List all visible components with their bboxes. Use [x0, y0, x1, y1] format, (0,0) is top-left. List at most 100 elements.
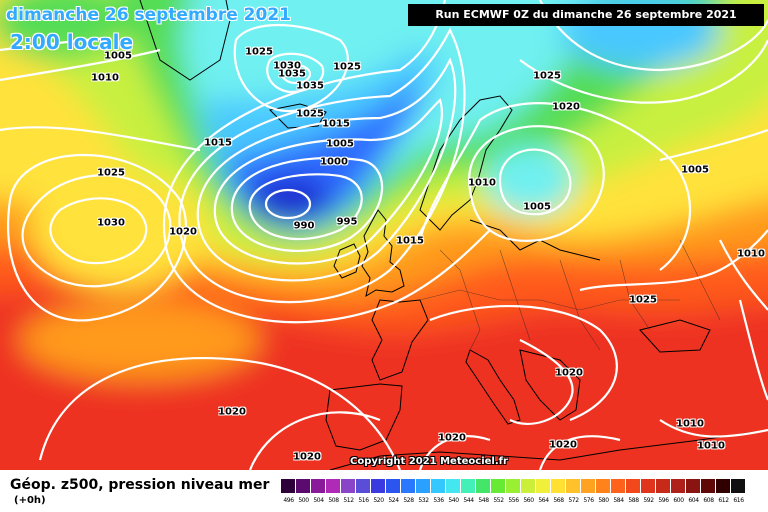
isobar-label: 1020 [218, 406, 246, 418]
isobar-label: 990 [293, 220, 315, 232]
isobar-1010-east [719, 239, 768, 311]
isobar-label: 1035 [296, 80, 324, 92]
color-scale-swatch [596, 479, 611, 493]
color-scale-swatch [476, 479, 491, 493]
color-scale-tick: 616 [733, 497, 744, 504]
isobar-990 [264, 188, 312, 220]
color-scale-swatch [461, 479, 476, 493]
isobar-label: 1010 [697, 440, 725, 452]
isobar-label: 1020 [552, 101, 580, 113]
isobar-1025-north [539, 0, 768, 72]
color-scale-tick: 556 [508, 497, 519, 504]
isobar-1020-west [7, 153, 188, 322]
color-scale-swatch [566, 479, 581, 493]
color-scale-swatch [401, 479, 416, 493]
color-scale-swatch [356, 479, 371, 493]
isobar-1035-nw [280, 63, 312, 85]
color-scale-swatch [326, 479, 341, 493]
isobar-1015-central [418, 102, 691, 271]
color-scale-tick: 512 [343, 497, 354, 504]
isobar-label: 1005 [681, 164, 709, 176]
color-scale-tick: 600 [673, 497, 684, 504]
isobar-label: 1020 [438, 432, 466, 444]
isobar-label: 1035 [278, 68, 306, 80]
color-scale-swatch [581, 479, 596, 493]
isobar-label: 1025 [533, 70, 561, 82]
color-scale-tick: 592 [643, 497, 654, 504]
color-scale-swatch [641, 479, 656, 493]
color-scale-tick: 568 [553, 497, 564, 504]
color-scale-tick: 516 [358, 497, 369, 504]
color-scale-swatch [521, 479, 536, 493]
north-africa-coast [329, 429, 768, 470]
color-scale-swatch [671, 479, 686, 493]
isobar-label: 1010 [737, 248, 765, 260]
isobar-995 [248, 173, 363, 241]
isobar-label: 1015 [396, 235, 424, 247]
isobar-label: 1020 [293, 451, 321, 463]
ireland-coast [333, 243, 361, 279]
isobar-label: 1005 [326, 138, 354, 150]
color-scale-tick: 608 [703, 497, 714, 504]
black-sea-coast [639, 319, 711, 353]
isobar-1030-nw [266, 52, 325, 94]
isobar-1015-atlantic [0, 126, 201, 152]
color-scale-swatch [431, 479, 446, 493]
france-coast [371, 299, 429, 381]
color-scale-tick: 580 [598, 497, 609, 504]
isobar-1020-nafrica [538, 435, 621, 470]
forecast-time: 2:00 locale [10, 30, 134, 54]
color-scale-tick: 564 [538, 497, 549, 504]
color-scale-tick: 584 [613, 497, 624, 504]
isobar-1005-baltic [498, 148, 572, 216]
forecast-date: dimanche 26 septembre 2021 [6, 5, 291, 25]
isobar-label: 1010 [91, 72, 119, 84]
weather-map[interactable]: 1005 1010 1025 1030 1035 1025 1035 1025 … [0, 0, 768, 470]
legend-subtitle: (+0h) [14, 495, 46, 506]
color-scale-tick: 524 [388, 497, 399, 504]
isobar-label: 1005 [104, 50, 132, 62]
isobar-label: 1005 [523, 201, 551, 213]
color-scale-swatch [386, 479, 401, 493]
color-scale-tick: 596 [658, 497, 669, 504]
isobar-1020-iberia [248, 411, 381, 470]
color-scale-swatch [656, 479, 671, 493]
isobar-1025-east [579, 229, 768, 292]
isobar-1020-south [38, 357, 402, 470]
isobar-label: 1025 [333, 61, 361, 73]
isobar-1020-east [429, 304, 618, 422]
color-scale-swatch [731, 479, 746, 493]
color-scale-swatch [716, 479, 731, 493]
isobar-label: 1010 [468, 177, 496, 189]
isobar-label: 1020 [169, 226, 197, 238]
isobar-1010-sw-asia [659, 419, 768, 438]
isobar-label: 1010 [676, 418, 704, 430]
isobar-1010-atlantic [0, 48, 161, 82]
color-scale-tick: 548 [478, 497, 489, 504]
isobar-label: 1000 [320, 156, 348, 168]
copyright-notice: Copyright 2021 Meteociel.fr [350, 456, 508, 467]
balkans-coast [519, 349, 581, 421]
color-scale-tick: 508 [328, 497, 339, 504]
color-scale-swatch [626, 479, 641, 493]
color-scale-swatch [491, 479, 506, 493]
isobar-label: 1015 [204, 137, 232, 149]
isobar-1025-nw [233, 24, 349, 113]
isobar-label: 995 [336, 216, 358, 228]
isobar-1030-west [49, 197, 148, 265]
baltic-coast [469, 219, 601, 261]
color-scale-tick: 532 [418, 497, 429, 504]
isobar-1000 [230, 156, 384, 252]
isobar-label: 1025 [296, 108, 324, 120]
color-scale-swatch [536, 479, 551, 493]
color-scale-swatch [341, 479, 356, 493]
isobar-1005-atlantic [0, 36, 111, 52]
run-info-banner: Run ECMWF 0Z du dimanche 26 septembre 20… [408, 4, 764, 26]
isobar-label: 1020 [549, 439, 577, 451]
isobar-label: 1025 [97, 167, 125, 179]
isobar-1010-baltic [468, 125, 605, 242]
color-scale-tick: 528 [403, 497, 414, 504]
legend-footer: Géop. z500, pression niveau mer (+0h) 49… [0, 470, 768, 512]
color-scale-tick: 520 [373, 497, 384, 504]
